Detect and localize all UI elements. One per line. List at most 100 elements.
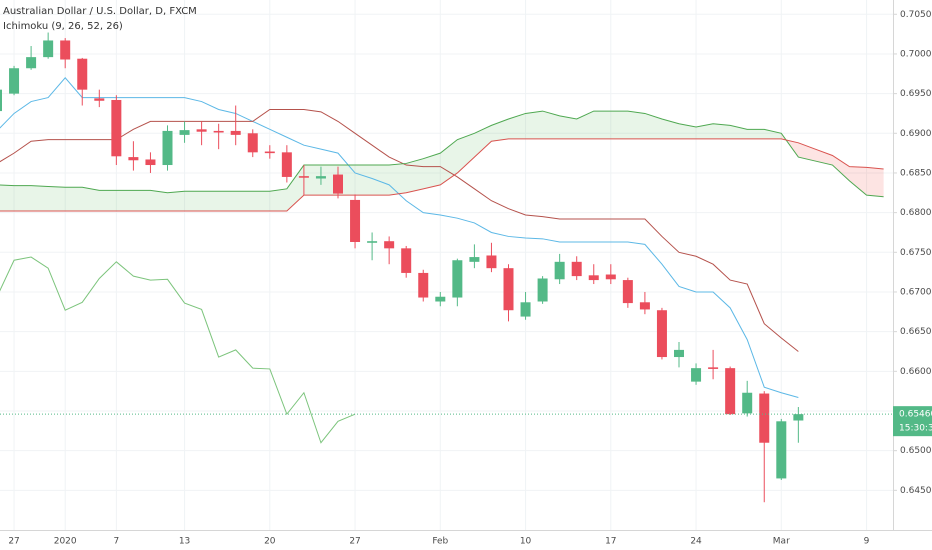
candle-body	[605, 274, 616, 280]
candle-body	[315, 176, 326, 179]
candle-body	[0, 89, 2, 112]
x-tick-label: Mar	[773, 537, 790, 547]
candle-body	[230, 130, 241, 135]
cloud	[252, 191, 270, 212]
x-tick-label: 20	[264, 537, 276, 547]
candle-body	[111, 99, 122, 157]
cloud	[781, 133, 799, 158]
candle-body	[43, 40, 54, 58]
cloud	[849, 166, 867, 196]
cloud	[474, 125, 492, 158]
candle-body	[128, 157, 139, 161]
cloud	[0, 185, 15, 212]
cloud	[218, 191, 236, 212]
candle-body	[196, 129, 207, 132]
cloud	[99, 190, 117, 212]
candle-body	[537, 278, 548, 302]
candle-body	[9, 68, 20, 94]
x-tick-label: 2020	[54, 537, 77, 547]
indicator-line	[0, 76, 799, 398]
cloud	[559, 115, 577, 139]
cloud	[303, 165, 321, 196]
candle-body	[333, 174, 343, 194]
candle-body	[435, 296, 446, 302]
candle-body	[639, 302, 650, 310]
axes: 0.645000.650000.655000.660000.665000.670…	[8, 10, 932, 547]
candle-body	[247, 133, 258, 153]
cloud	[440, 139, 458, 185]
candle-body	[725, 368, 736, 415]
x-tick-label: 27	[349, 537, 360, 547]
cloud	[593, 111, 611, 139]
cloud	[423, 153, 441, 189]
candle-body	[656, 310, 667, 358]
cloud	[610, 111, 628, 139]
candle-body	[264, 151, 275, 154]
candle-body	[469, 257, 480, 262]
cloud	[269, 188, 287, 212]
x-tick-label: 9	[864, 537, 870, 547]
candle-body	[742, 392, 753, 414]
candle-body	[179, 130, 190, 135]
x-tick-label: Feb	[432, 537, 448, 547]
candle-body	[350, 199, 361, 242]
indicator-line	[0, 138, 884, 212]
candle-body	[708, 367, 719, 369]
x-tick-label: 13	[179, 537, 190, 547]
cloud	[627, 111, 645, 139]
cloud	[167, 191, 185, 212]
cloud	[542, 111, 560, 139]
cloud	[235, 191, 253, 212]
candle-body	[145, 159, 156, 166]
cloud	[508, 113, 526, 139]
candle-body	[622, 280, 633, 304]
cloud	[82, 187, 100, 212]
candle-body	[503, 268, 514, 311]
candle-body	[60, 40, 71, 60]
last-price-label: 0.65460	[899, 410, 932, 420]
candle-body	[691, 368, 702, 382]
x-tick-label: 17	[605, 537, 616, 547]
cloud	[457, 133, 475, 173]
cloud	[14, 185, 32, 212]
cloud	[661, 119, 679, 139]
grid	[0, 0, 893, 530]
candle-body	[298, 176, 309, 178]
indicator-line	[0, 108, 799, 352]
cloud	[679, 123, 697, 139]
candle-body	[94, 98, 105, 101]
chart-title: Australian Dollar / U.S. Dollar, D, FXCM	[3, 6, 197, 17]
x-tick-label: 7	[113, 537, 119, 547]
cloud	[133, 190, 151, 212]
cloud	[150, 190, 168, 212]
cloud	[389, 163, 407, 196]
cloud	[866, 167, 884, 197]
x-tick-label: 10	[520, 537, 532, 547]
cloud	[48, 186, 66, 212]
cloud	[201, 191, 219, 212]
cloud	[184, 191, 202, 212]
candle-body	[26, 57, 37, 69]
cloud	[815, 149, 833, 166]
candle-body	[367, 241, 378, 243]
candle-body	[486, 255, 497, 269]
candle-body	[759, 393, 770, 443]
candle-body	[452, 260, 463, 298]
cloud	[764, 129, 782, 139]
y-tick-label: 0.70500	[900, 10, 932, 20]
candle-body	[213, 130, 224, 133]
indicator-line	[0, 256, 356, 444]
cloud	[696, 123, 714, 139]
candle-body	[401, 248, 412, 273]
